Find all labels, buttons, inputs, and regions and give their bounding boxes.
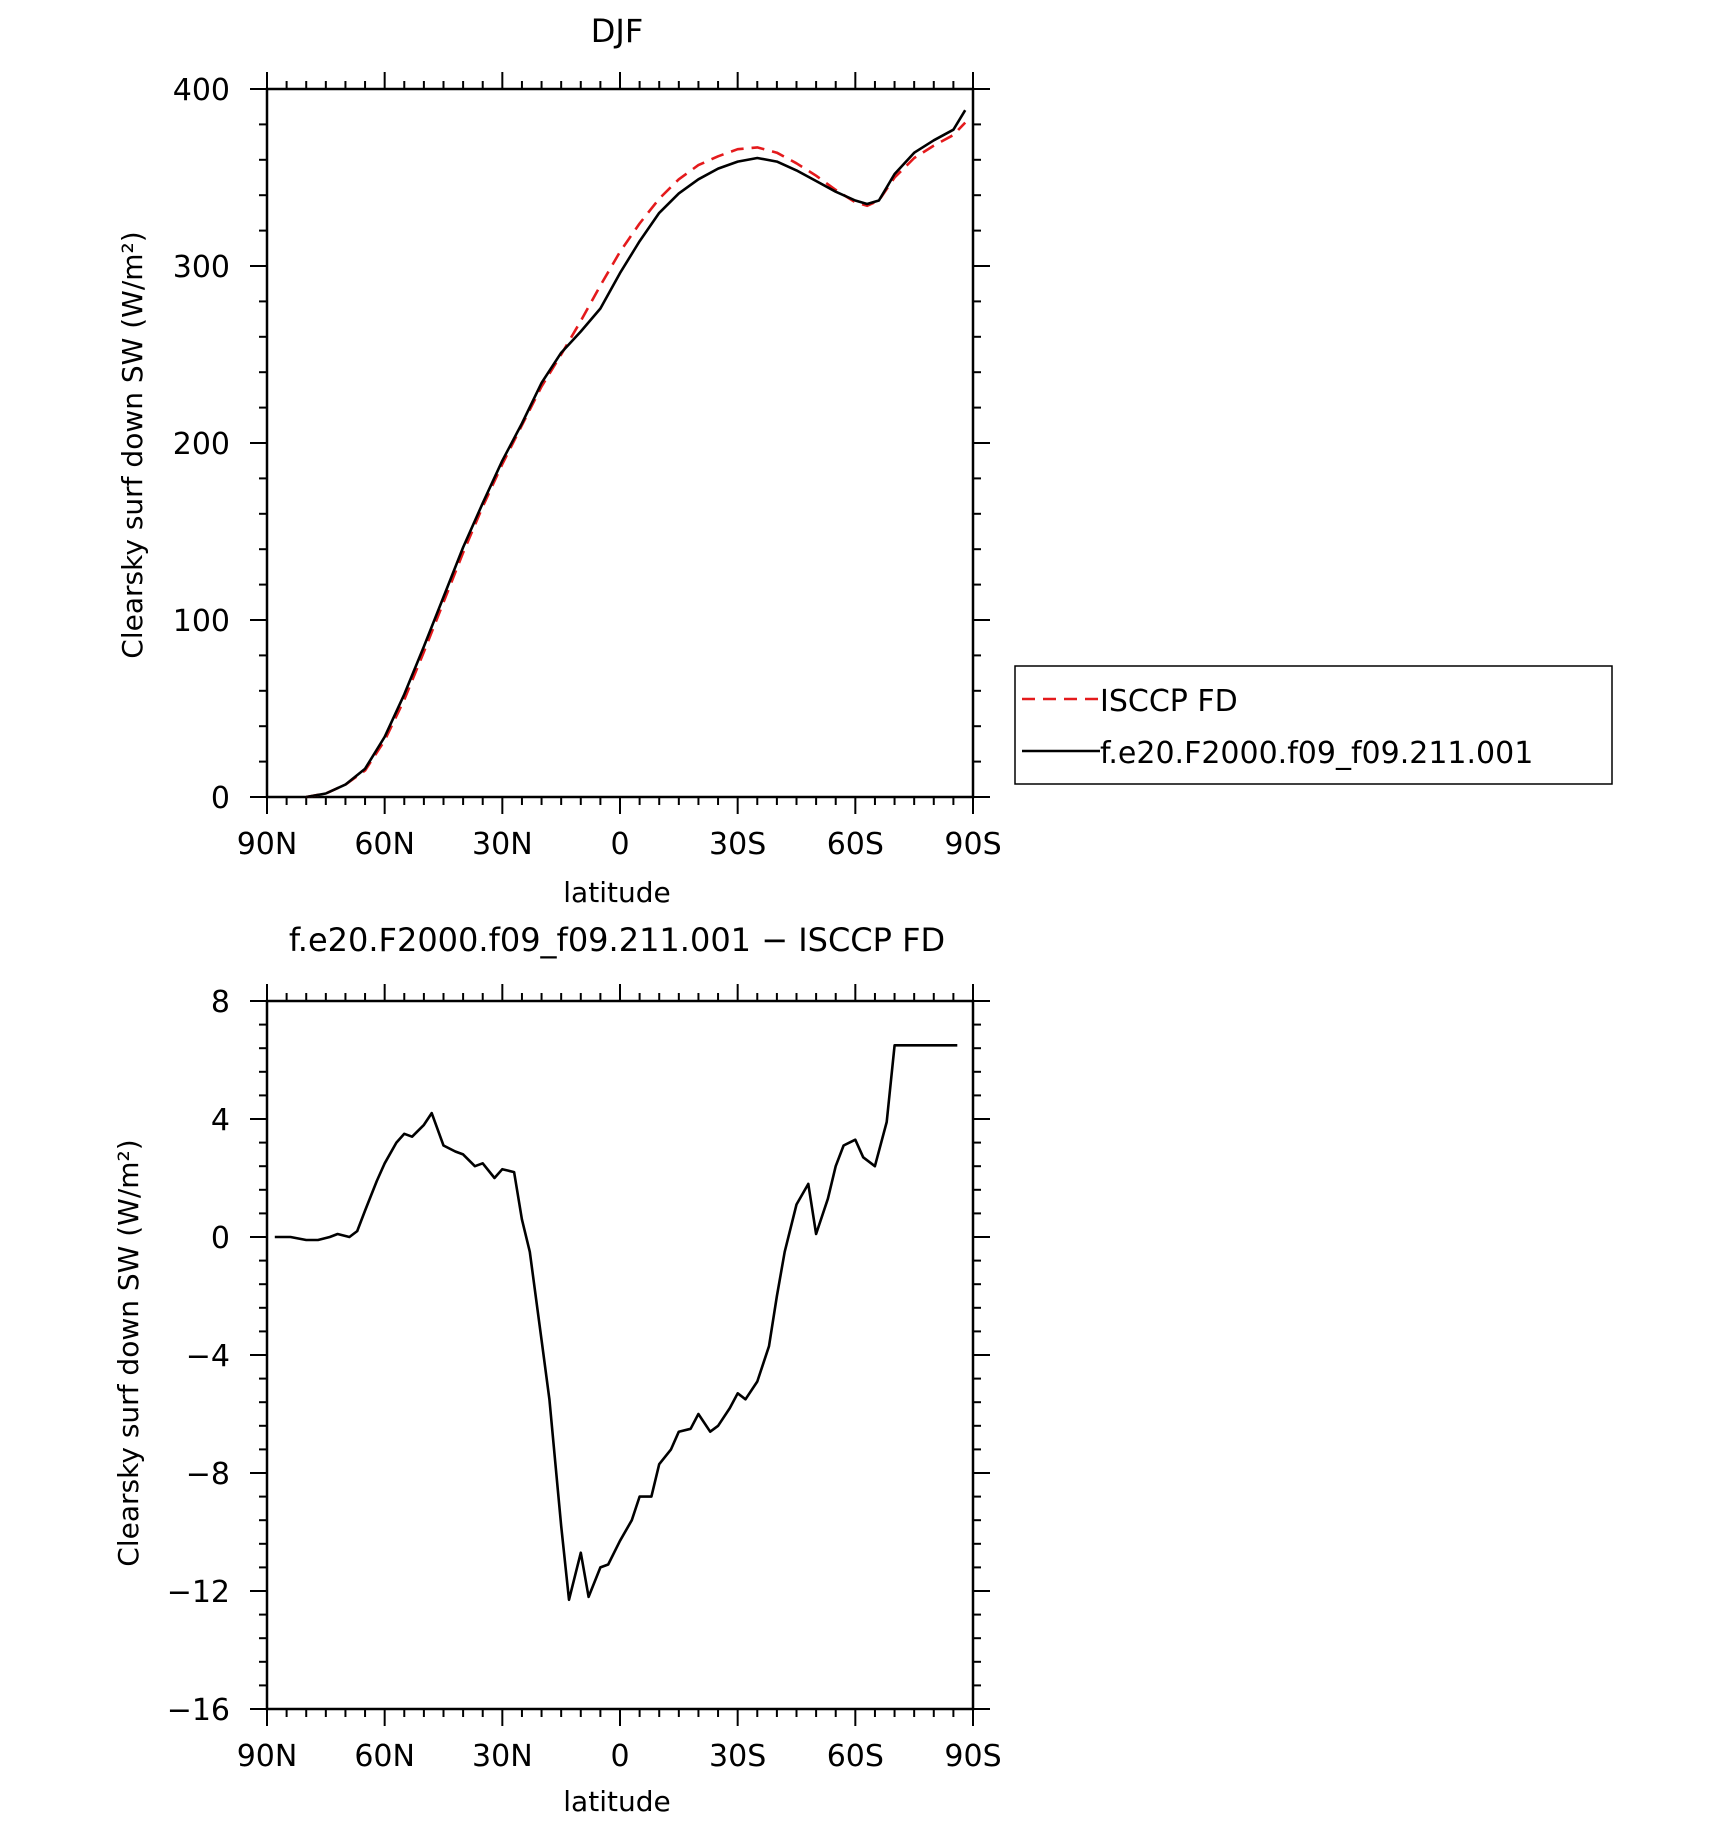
panel-top-xlabel: latitude: [563, 876, 670, 909]
x-tick-label: 60S: [827, 1739, 884, 1774]
plot-frame: [265, 999, 975, 1711]
panel-bottom-title: f.e20.F2000.f09_f09.211.001 − ISCCP FD: [289, 921, 945, 959]
y-tick-label: 400: [173, 73, 230, 108]
panel-bottom-ylabel: Clearsky surf down SW (W/m²): [112, 1139, 145, 1566]
y-tick-label: 0: [211, 781, 230, 816]
x-tick-label: 90S: [944, 1739, 1001, 1774]
plot-frame: [265, 87, 975, 799]
x-tick-label: 30N: [472, 1739, 533, 1774]
x-tick-label: 90S: [944, 827, 1001, 862]
panel-bottom: f.e20.F2000.f09_f09.211.001 − ISCCP FD l…: [112, 921, 1002, 1818]
legend: ISCCP FD f.e20.F2000.f09_f09.211.001: [1014, 665, 1613, 785]
x-tick-label: 30S: [709, 827, 766, 862]
x-tick-label: 90N: [237, 1739, 298, 1774]
series-line-1: [305, 109, 967, 799]
y-tick-label: 100: [173, 604, 230, 639]
panel-bottom-xlabel: latitude: [563, 1785, 670, 1816]
legend-label-isccp: ISCCP FD: [1100, 684, 1238, 719]
series-line-0: [274, 1044, 958, 1602]
x-tick-label: 30S: [709, 1739, 766, 1774]
x-tick-label: 0: [610, 827, 629, 862]
panel-top-plot-area: 90N 60N 30N 0 30S 60S 90S 0 100 200 300 400: [173, 72, 1002, 862]
x-tick-label: 90N: [237, 827, 298, 862]
y-tick-label: 8: [211, 985, 230, 1020]
panel-top-ylabel: Clearsky surf down SW (W/m²): [116, 231, 149, 658]
legend-label-model: f.e20.F2000.f09_f09.211.001: [1100, 736, 1533, 771]
panel-top: DJF latitude Clearsky surf down SW (W/m²…: [116, 12, 1613, 909]
x-tick-label: 60N: [354, 827, 415, 862]
panel-bottom-plot-area: 90N 60N 30N 0 30S 60S 90S −16 −12 −8 −4 0 4 8: [167, 984, 1002, 1774]
x-tick-label: 30N: [472, 827, 533, 862]
y-tick-label: 300: [173, 250, 230, 285]
y-tick-label: −12: [167, 1575, 230, 1610]
legend-box: [1014, 665, 1613, 785]
x-tick-label: 60N: [354, 1739, 415, 1774]
series-line-0: [305, 121, 967, 799]
x-tick-label: 60S: [827, 827, 884, 862]
y-tick-label: 200: [173, 427, 230, 462]
y-tick-label: −4: [186, 1339, 230, 1374]
y-tick-label: −16: [167, 1693, 230, 1728]
y-tick-label: 4: [211, 1103, 230, 1138]
panel-top-title: DJF: [591, 12, 643, 50]
y-tick-label: −8: [186, 1457, 230, 1492]
x-tick-label: 0: [610, 1739, 629, 1774]
y-tick-label: 0: [211, 1221, 230, 1256]
